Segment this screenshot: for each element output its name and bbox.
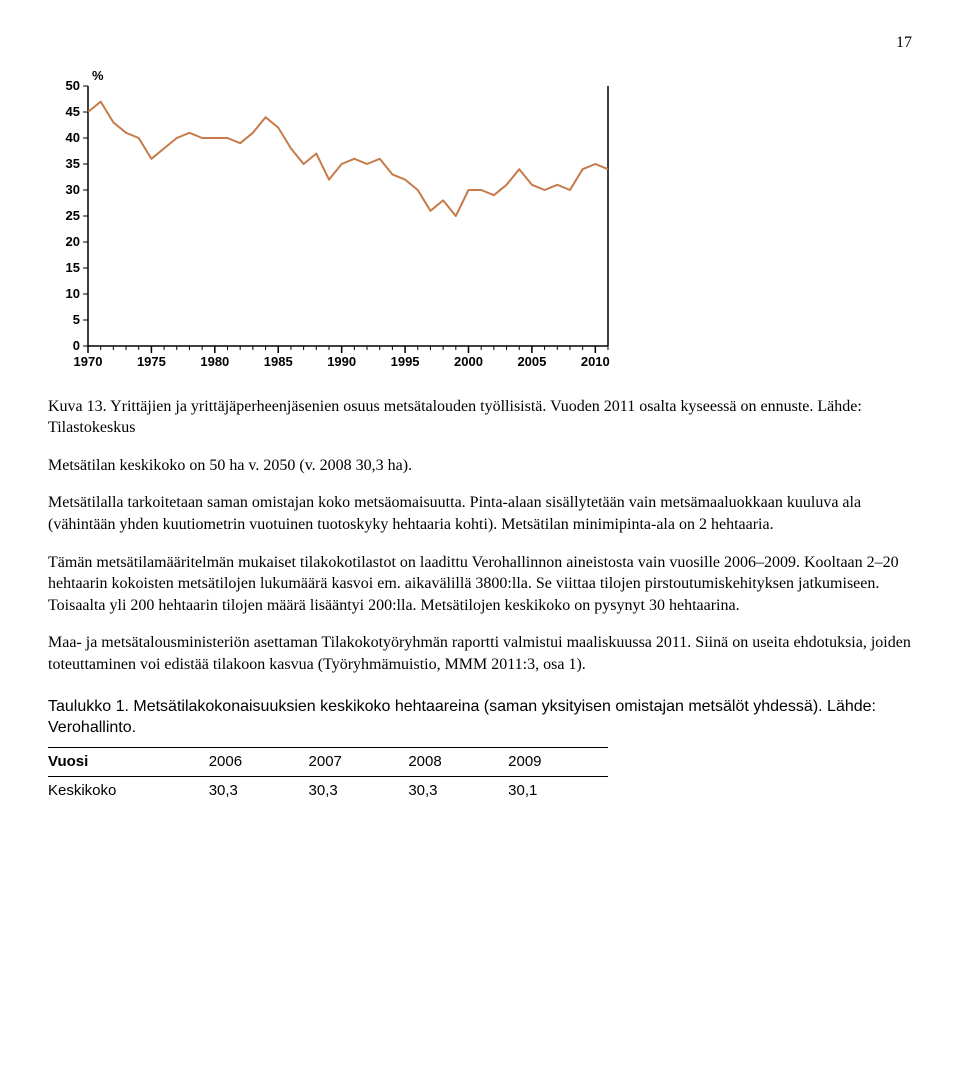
svg-text:35: 35 [66, 156, 80, 171]
page-number: 17 [48, 32, 912, 54]
table-cell: 30,3 [309, 776, 409, 805]
paragraph-3: Tämän metsätilamääritelmän mukaiset tila… [48, 552, 912, 617]
table-row: Keskikoko30,330,330,330,1 [48, 776, 608, 805]
chart-svg: 0 5 10 15 20 25 30 35 40 45 50% 1970 1975 1980 1985 199… [48, 62, 618, 376]
svg-text:25: 25 [66, 208, 80, 223]
table-cell: 30,3 [209, 776, 309, 805]
svg-text:%: % [92, 68, 104, 83]
paragraph-4: Maa- ja metsätalousministeriön asettaman… [48, 632, 912, 675]
svg-text:1975: 1975 [137, 354, 166, 369]
table-header-cell: 2006 [209, 747, 309, 776]
svg-text:10: 10 [66, 286, 80, 301]
svg-text:5: 5 [73, 312, 80, 327]
svg-text:2010: 2010 [581, 354, 610, 369]
table-cell: 30,1 [508, 776, 608, 805]
figure-caption: Kuva 13. Yrittäjien ja yrittäjäperheenjä… [48, 396, 912, 439]
paragraph-1: Metsätilan keskikoko on 50 ha v. 2050 (v… [48, 455, 912, 477]
svg-text:1990: 1990 [327, 354, 356, 369]
table-header-cell: 2007 [309, 747, 409, 776]
svg-text:50: 50 [66, 78, 80, 93]
svg-text:0: 0 [73, 338, 80, 353]
svg-text:1985: 1985 [264, 354, 293, 369]
line-chart: 0 5 10 15 20 25 30 35 40 45 50% 1970 1975 1980 1985 199… [48, 62, 628, 376]
svg-text:20: 20 [66, 234, 80, 249]
table-cell: 30,3 [408, 776, 508, 805]
svg-text:2000: 2000 [454, 354, 483, 369]
table-header-cell: Vuosi [48, 747, 209, 776]
paragraph-2: Metsätilalla tarkoitetaan saman omistaja… [48, 492, 912, 535]
svg-text:45: 45 [66, 104, 80, 119]
table-cell: Keskikoko [48, 776, 209, 805]
svg-text:1970: 1970 [74, 354, 103, 369]
svg-text:15: 15 [66, 260, 80, 275]
svg-text:2005: 2005 [517, 354, 546, 369]
table-header-row: Vuosi2006200720082009 [48, 747, 608, 776]
svg-text:40: 40 [66, 130, 80, 145]
svg-text:1980: 1980 [200, 354, 229, 369]
data-table: Vuosi2006200720082009 Keskikoko30,330,33… [48, 747, 608, 806]
table-header-cell: 2008 [408, 747, 508, 776]
table-heading: Taulukko 1. Metsätilakokonaisuuksien kes… [48, 696, 912, 739]
svg-text:30: 30 [66, 182, 80, 197]
table-header-cell: 2009 [508, 747, 608, 776]
svg-text:1995: 1995 [391, 354, 420, 369]
